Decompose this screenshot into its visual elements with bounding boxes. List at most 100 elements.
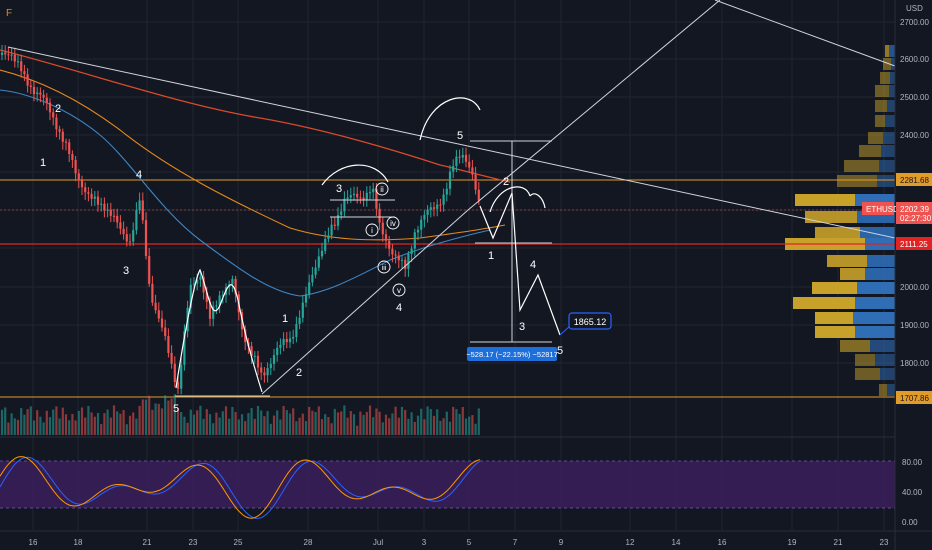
volume-profile-blue	[867, 255, 895, 267]
volume-bar	[80, 407, 84, 435]
candle-body	[138, 200, 141, 211]
price-axis[interactable]	[895, 0, 932, 550]
volume-bar	[471, 414, 474, 435]
wave-label-2: 2	[55, 103, 61, 115]
volume-bar	[173, 394, 176, 435]
volume-bar	[269, 423, 272, 435]
candle-body	[202, 276, 205, 293]
volume-bar	[468, 416, 471, 435]
candle-body	[413, 232, 416, 249]
volume-bar	[429, 409, 432, 435]
trend-lines[interactable]	[7, 0, 896, 397]
volume-bar	[196, 410, 199, 435]
symbol-tag	[862, 202, 894, 215]
candle-body	[304, 294, 308, 303]
wave-label-4: 4	[136, 169, 142, 181]
volume-bar	[381, 422, 384, 435]
volume-bar	[436, 409, 439, 435]
volume-profile-gold	[875, 115, 885, 127]
volume-bar	[298, 417, 301, 435]
candle-body	[295, 324, 298, 338]
volume-profile-gold	[859, 145, 881, 157]
volume-bar	[416, 415, 420, 435]
volume-bar	[45, 410, 48, 435]
volume-bar	[164, 395, 167, 435]
ma-red-line	[0, 49, 511, 183]
candle-body	[445, 188, 448, 195]
currency-label: USD	[906, 4, 923, 13]
volume-bar	[52, 409, 55, 435]
candle-body	[266, 367, 269, 376]
candle-body	[77, 173, 80, 181]
candlesticks	[0, 44, 480, 395]
candle-body	[314, 267, 317, 275]
volume-bar	[192, 414, 196, 435]
time-axis[interactable]: 16 18 21 23 25 28 Jul 3 5 7 9 12 14 16 19 21 23	[29, 538, 889, 547]
volume-profile-gold	[875, 85, 889, 97]
volume-bar	[39, 416, 42, 435]
wave-label-5: 5	[173, 403, 179, 415]
candle-body	[346, 197, 349, 199]
candle-body	[378, 208, 381, 223]
candle-body	[436, 204, 439, 209]
candle-body	[272, 355, 276, 364]
candle-body	[112, 215, 116, 217]
symbol-label: ETHUSD	[866, 205, 899, 214]
candle-body	[64, 141, 68, 143]
candle-body	[13, 54, 16, 62]
volume-profile-gold	[879, 384, 887, 396]
candle-body	[48, 102, 52, 113]
volume-bar	[138, 405, 141, 435]
volume-bar	[439, 420, 442, 435]
wave-label-1b: 1	[282, 313, 288, 325]
candle-body	[0, 52, 4, 55]
volume-bar	[397, 417, 400, 435]
candle-body	[42, 94, 45, 98]
volume-bar	[160, 408, 164, 435]
candle-body	[74, 159, 77, 174]
candle-body	[458, 156, 461, 158]
red-level-tag	[896, 237, 932, 250]
bar-countdown: 02:27:30	[900, 214, 932, 223]
subwave-i: i	[371, 226, 373, 235]
volume-bar	[48, 417, 52, 435]
candle-body	[279, 344, 282, 348]
volume-profile-blue	[889, 45, 895, 57]
volume-bar	[90, 412, 93, 435]
measure-box[interactable]	[467, 347, 557, 361]
candle-body	[96, 196, 100, 205]
target-callout[interactable]	[568, 312, 612, 330]
candle-body	[423, 214, 426, 220]
volume-bar	[176, 407, 180, 435]
candle-body	[384, 234, 388, 241]
candle-body	[196, 279, 199, 284]
target-price-label: 1865.12	[574, 317, 607, 327]
candle-body	[416, 229, 420, 233]
volume-bar	[477, 408, 480, 435]
red-level-price: 2111.25	[900, 240, 928, 249]
candle-body	[45, 97, 48, 103]
volume-bar	[240, 414, 244, 435]
volume-bar	[135, 418, 138, 435]
candle-body	[397, 255, 400, 261]
volume-profile-blue	[890, 72, 895, 84]
wave-drawings[interactable]	[175, 97, 561, 393]
volume-bar	[125, 424, 128, 435]
volume-bar	[231, 407, 234, 435]
price-tick: 2500.00	[900, 93, 929, 102]
volume-bar	[445, 411, 448, 435]
price-tick: 2400.00	[900, 131, 929, 140]
volume-bar	[336, 412, 340, 435]
time-tick: 16	[29, 538, 38, 547]
volume-profile-blue	[887, 384, 895, 396]
candle-body	[292, 337, 295, 339]
volume-profile-gold	[795, 194, 855, 206]
candle-body	[106, 209, 109, 211]
volume-profile-gold	[875, 100, 887, 112]
subwave-markers	[365, 182, 406, 297]
candle-body	[71, 153, 74, 160]
candle-body	[119, 222, 122, 229]
volume-profile-gold	[883, 58, 891, 70]
